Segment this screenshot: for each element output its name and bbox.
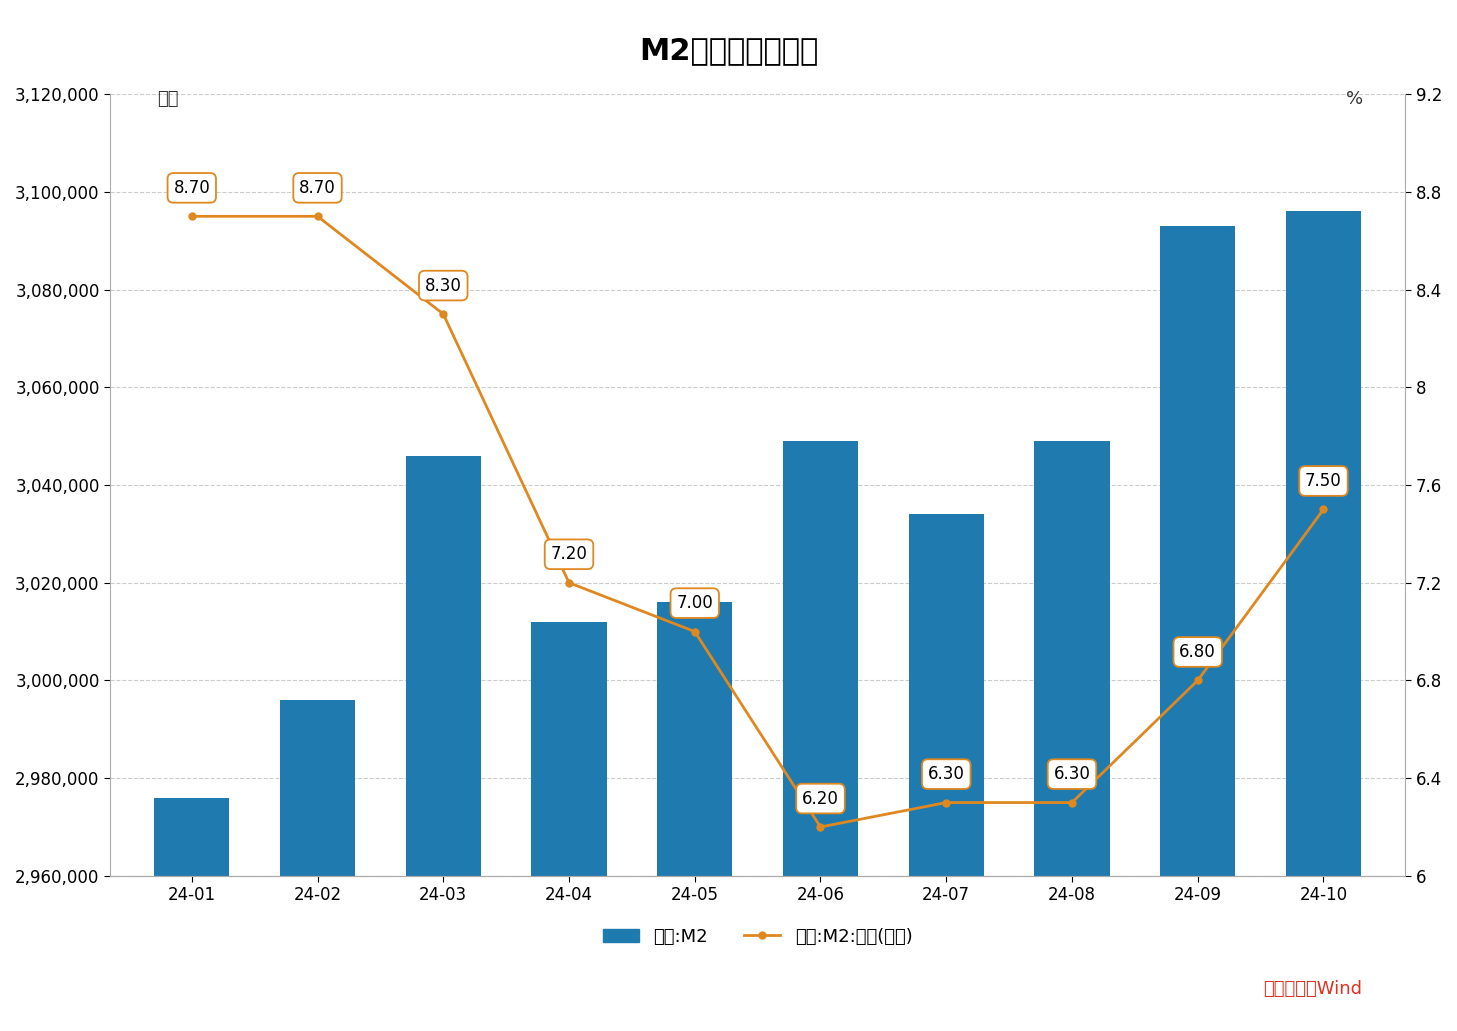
Bar [280, 700, 356, 1031]
Text: 7.50: 7.50 [1305, 472, 1342, 490]
Bar [909, 514, 983, 1031]
Text: 8.30: 8.30 [425, 276, 462, 295]
Legend: 中国:M2, 中国:M2:同比(右轴): 中国:M2, 中国:M2:同比(右轴) [596, 921, 919, 953]
Bar [1160, 226, 1236, 1031]
Text: %: % [1346, 91, 1364, 108]
Bar [154, 798, 230, 1031]
Bar [1285, 211, 1361, 1031]
Bar [782, 441, 858, 1031]
Text: 8.70: 8.70 [173, 178, 210, 197]
Bar [657, 602, 733, 1031]
Text: 6.30: 6.30 [928, 765, 965, 784]
Bar [1034, 441, 1110, 1031]
Text: 8.70: 8.70 [299, 178, 337, 197]
Text: 亿元: 亿元 [157, 91, 178, 108]
Text: 6.30: 6.30 [1053, 765, 1090, 784]
Text: 7.00: 7.00 [676, 594, 712, 612]
Bar [405, 456, 481, 1031]
Text: 6.20: 6.20 [801, 790, 839, 807]
Text: 数据来源：Wind: 数据来源：Wind [1263, 980, 1362, 998]
Text: 6.80: 6.80 [1179, 643, 1217, 661]
Text: 7.20: 7.20 [551, 545, 587, 563]
Bar [532, 622, 606, 1031]
Text: M2数据及变化情况: M2数据及变化情况 [638, 36, 819, 65]
